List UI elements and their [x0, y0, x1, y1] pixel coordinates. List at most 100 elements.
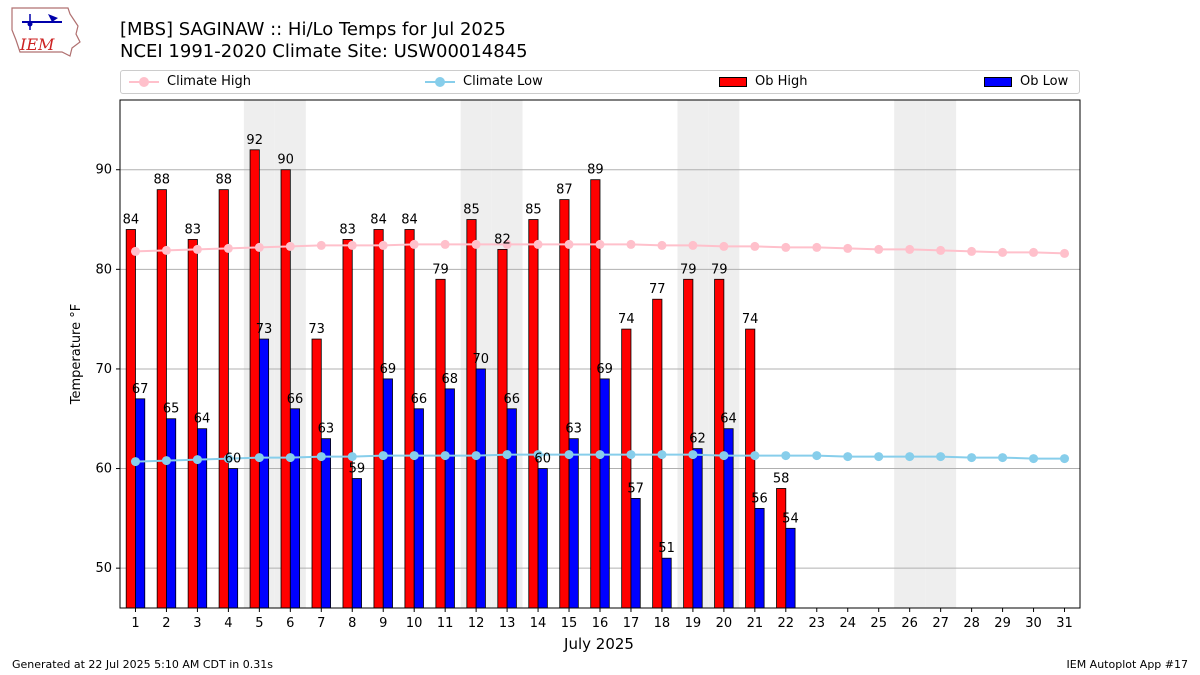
ob-low-bar-15 — [568, 438, 579, 609]
x-tick-label-14: 14 — [530, 616, 547, 631]
ob-low-bar-6 — [289, 408, 301, 609]
climate-lines — [130, 239, 1070, 467]
x-tick-label-20: 20 — [716, 616, 733, 631]
climate-low-point-3 — [192, 455, 202, 465]
climate-low-point-8 — [347, 452, 357, 462]
climate-low-point-16 — [595, 450, 605, 460]
ob-high-bar-5 — [249, 149, 260, 609]
climate-low-point-9 — [378, 451, 388, 461]
climate-low-point-23 — [812, 451, 822, 461]
ob-high-bar-14 — [528, 219, 539, 609]
ob-low-label-18: 51 — [658, 541, 675, 556]
climate-high-point-23 — [812, 242, 822, 252]
x-tick-label-22: 22 — [778, 616, 795, 631]
climate-low-point-1 — [130, 457, 140, 467]
x-tick-label-24: 24 — [839, 616, 856, 631]
ob-high-bar-12 — [466, 219, 477, 609]
ob-high-label-7: 73 — [308, 322, 325, 337]
ob-low-bar-10 — [413, 408, 424, 609]
ob-low-bar-14 — [537, 468, 548, 609]
y-axis-label: Temperature °F — [69, 304, 84, 405]
x-tick-label-28: 28 — [963, 616, 980, 631]
ob-high-bar-20 — [714, 278, 725, 609]
ob-high-label-13: 82 — [494, 232, 511, 247]
climate-low-point-18 — [657, 450, 667, 460]
climate-high-point-20 — [719, 241, 729, 251]
y-tick-label-60: 60 — [95, 462, 112, 477]
ob-high-label-12: 85 — [463, 203, 480, 218]
legend-label-climate-low: Climate Low — [463, 74, 543, 89]
ob-high-bar-9 — [373, 229, 384, 609]
ob-high-bar-7 — [311, 338, 322, 609]
x-tick-label-17: 17 — [623, 616, 640, 631]
climate-high-point-25 — [874, 244, 884, 254]
x-tick-label-11: 11 — [437, 616, 454, 631]
ob-high-bar-6 — [280, 169, 291, 609]
climate-high-point-15 — [564, 239, 574, 249]
x-tick-label-1: 1 — [131, 616, 139, 631]
climate-low-point-26 — [905, 452, 915, 462]
ob-high-bar-10 — [404, 229, 415, 609]
ob-low-label-11: 68 — [442, 372, 459, 387]
climate-high-point-22 — [781, 242, 791, 252]
ob-low-label-14: 60 — [534, 452, 551, 467]
legend: Climate High Climate Low Ob High Ob Low — [120, 70, 1080, 94]
data-labels: 84 88 83 88 92 90 73 83 84 84 79 85 82 85 87 89 74 77 79 79… — [123, 133, 799, 556]
x-tick-label-7: 7 — [317, 616, 325, 631]
climate-high-point-1 — [130, 246, 140, 256]
logo-text: IEM — [19, 35, 55, 54]
ob-high-label-2: 88 — [154, 173, 171, 188]
x-tick-label-21: 21 — [747, 616, 764, 631]
climate-high-point-30 — [1029, 247, 1039, 257]
ob-high-label-3: 83 — [185, 222, 202, 237]
climate-low-point-28 — [967, 453, 977, 463]
ob-high-bar-17 — [621, 328, 632, 609]
y-tick-label-70: 70 — [95, 362, 112, 377]
climate-high-point-18 — [657, 240, 667, 250]
climate-high-point-19 — [688, 240, 698, 250]
x-tick-label-12: 12 — [468, 616, 485, 631]
legend-ob-high: Ob High — [719, 74, 808, 89]
ob-high-bar-21 — [745, 328, 756, 609]
climate-low-point-25 — [874, 452, 884, 462]
climate-high-point-31 — [1060, 248, 1070, 258]
ob-high-bar-1 — [125, 229, 136, 609]
x-tick-label-31: 31 — [1056, 616, 1073, 631]
legend-swatch-climate-low — [425, 76, 455, 88]
chart-title: [MBS] SAGINAW :: Hi/Lo Temps for Jul 202… — [120, 19, 506, 40]
climate-high-point-8 — [347, 240, 357, 250]
ob-high-label-21: 74 — [742, 312, 759, 327]
ob-high-label-8: 83 — [339, 222, 356, 237]
legend-climate-high: Climate High — [129, 74, 251, 89]
x-tick-label-3: 3 — [193, 616, 201, 631]
x-tick-label-2: 2 — [162, 616, 170, 631]
legend-swatch-ob-high — [719, 76, 747, 87]
y-tick-label-80: 80 — [95, 262, 112, 277]
ob-low-bar-11 — [444, 388, 455, 609]
climate-low-point-27 — [936, 452, 946, 462]
ob-low-label-6: 66 — [287, 392, 304, 407]
climate-high-point-21 — [750, 241, 760, 251]
ob-low-label-10: 66 — [411, 392, 428, 407]
x-tick-label-13: 13 — [499, 616, 516, 631]
weekend-band-26 — [894, 100, 926, 608]
x-tick-label-10: 10 — [406, 616, 423, 631]
ob-low-bar-19 — [692, 448, 703, 609]
climate-high-point-5 — [254, 242, 264, 252]
climate-high-point-27 — [936, 245, 946, 255]
climate-low-point-10 — [409, 451, 419, 461]
climate-low-point-2 — [161, 456, 171, 466]
climate-high-point-17 — [626, 239, 636, 249]
ob-low-label-3: 64 — [194, 412, 211, 427]
weekend-band-27 — [925, 100, 957, 608]
ob-low-label-12: 70 — [473, 352, 490, 367]
climate-high-point-16 — [595, 239, 605, 249]
ob-low-label-22: 54 — [782, 511, 799, 526]
climate-low-point-15 — [564, 450, 574, 460]
x-tick-label-9: 9 — [379, 616, 387, 631]
climate-low-point-7 — [316, 452, 326, 462]
climate-low-point-22 — [781, 451, 791, 461]
climate-low-point-4 — [223, 454, 233, 464]
ob-high-label-5: 92 — [246, 133, 263, 148]
